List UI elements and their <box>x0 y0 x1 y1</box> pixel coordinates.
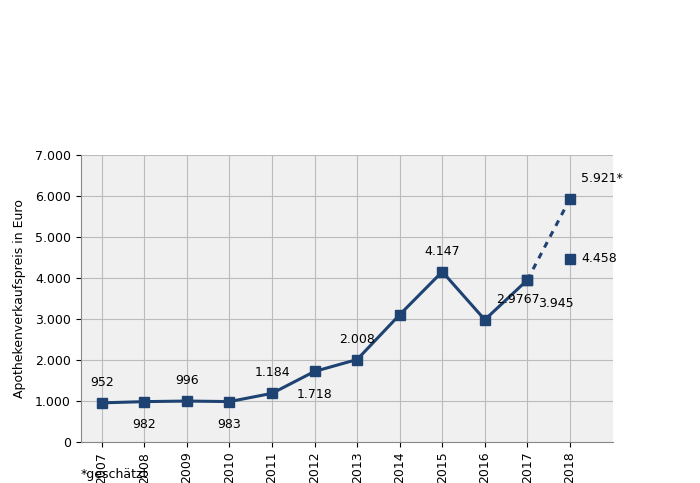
Text: 4.147: 4.147 <box>424 245 460 258</box>
Text: Durchschnittspreise neu eingeführter patentgeschützter
Arzneimittel von 2007 bis: Durchschnittspreise neu eingeführter pat… <box>49 29 651 74</box>
Text: 983: 983 <box>218 418 241 431</box>
Text: 982: 982 <box>132 418 156 431</box>
Y-axis label: Apothekenverkaufspreis in Euro: Apothekenverkaufspreis in Euro <box>13 199 27 398</box>
Text: 2.008: 2.008 <box>340 333 375 346</box>
Text: 4.458: 4.458 <box>581 253 617 266</box>
Text: *geschätzt: *geschätzt <box>80 468 148 481</box>
Text: 5.921*: 5.921* <box>581 172 623 185</box>
Text: 2.9767: 2.9767 <box>496 293 540 306</box>
Text: 952: 952 <box>90 376 113 389</box>
Text: 1.718: 1.718 <box>297 388 332 401</box>
Text: 3.945: 3.945 <box>538 297 574 310</box>
Text: 996: 996 <box>175 374 199 387</box>
Text: 1.184: 1.184 <box>254 367 290 380</box>
